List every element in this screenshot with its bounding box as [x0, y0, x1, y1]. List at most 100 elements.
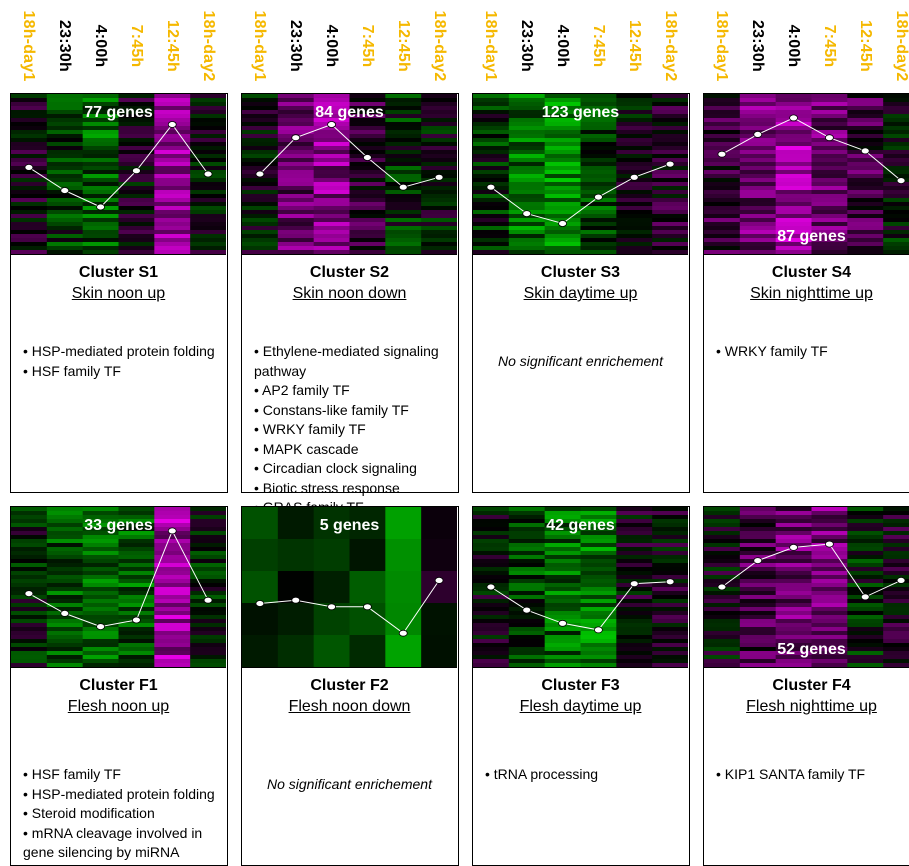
heatmap-cell: [811, 210, 848, 215]
heatmap-cell: [82, 535, 119, 540]
heatmap-cell: [11, 230, 48, 235]
heatmap-cell: [580, 98, 617, 103]
heatmap-cell: [421, 118, 457, 123]
cluster-panel-f1: 33 genes Cluster F1 Flesh noon up • HSF fam…: [10, 506, 228, 866]
heatmap-cell: [739, 523, 777, 528]
heatmap-cell: [580, 214, 617, 219]
heatmap-cell: [473, 122, 510, 127]
heatmap-cell: [616, 126, 653, 131]
heatmap-cell: [242, 194, 279, 199]
heatmap-cell: [544, 659, 581, 664]
profile-point: [594, 193, 603, 201]
heatmap-cell: [811, 607, 848, 612]
heatmap-cell: [154, 643, 191, 648]
heatmap-cell: [190, 166, 226, 171]
heatmap-cell: [652, 595, 688, 600]
panel-divider: [473, 667, 688, 668]
heatmap-cell: [508, 134, 546, 139]
cluster-title: Cluster S1: [78, 264, 159, 281]
heatmap-cell: [652, 202, 688, 207]
heatmap-cell: [544, 511, 581, 516]
profile-point: [558, 619, 567, 627]
heatmap-cell: [421, 190, 457, 195]
heatmap-cell: [118, 162, 155, 167]
heatmap-cell: [46, 162, 84, 167]
heatmap-cell: [616, 591, 653, 596]
heatmap-cell: [704, 599, 741, 604]
heatmap-cell: [190, 555, 226, 560]
heatmap-cell: [82, 98, 119, 103]
heatmap-cell: [544, 603, 581, 608]
heatmap-cell: [847, 627, 884, 632]
heatmap-cell: [46, 222, 84, 227]
mean-profile-line: [28, 529, 209, 628]
heatmap-cell: [739, 615, 777, 620]
heatmap-cell: [385, 635, 422, 667]
heatmap-cell: [811, 559, 848, 564]
heatmap-cell: [883, 114, 909, 119]
heatmap-cell: [190, 539, 226, 544]
heatmap-cell: [580, 655, 617, 660]
heatmap-cell: [704, 182, 741, 187]
heatmap-cell: [154, 551, 191, 556]
heatmap-cell: [508, 535, 546, 540]
heatmap-cell: [616, 651, 653, 656]
panel-divider: [242, 254, 457, 255]
heatmap-cell: [82, 94, 119, 99]
heatmap-cell: [704, 210, 741, 215]
heatmap-cell: [11, 599, 48, 604]
heatmap-cell: [652, 178, 688, 183]
heatmap-cell: [739, 162, 777, 167]
heatmap-cell: [508, 246, 546, 251]
heatmap-cell: [739, 102, 777, 107]
heatmap-cell: [544, 202, 581, 207]
enrichment-term: • KIP1 SANTA family TF: [716, 766, 866, 782]
heatmap-cell: [847, 655, 884, 660]
heatmap-cell: [811, 579, 848, 584]
heatmap-cell: [421, 142, 457, 147]
heatmap-cell: [46, 551, 84, 556]
heatmap-cell: [313, 206, 350, 211]
heatmap-cell: [46, 519, 84, 524]
heatmap-cell: [46, 130, 84, 135]
timepoint-label: 18h-day2: [662, 10, 679, 82]
heatmap-cell: [82, 150, 119, 155]
heatmap-cell: [616, 234, 653, 239]
heatmap-cell: [544, 523, 581, 528]
heatmap-cell: [82, 178, 119, 183]
heatmap-cell: [883, 126, 909, 131]
heatmap-cell: [652, 206, 688, 211]
heatmap-cell: [883, 162, 909, 167]
heatmap-cell: [154, 611, 191, 616]
heatmap-cell: [11, 627, 48, 632]
heatmap-cell: [652, 146, 688, 151]
heatmap-cell: [775, 206, 812, 211]
heatmap-cell: [349, 126, 386, 131]
heatmap-cell: [82, 222, 119, 227]
heatmap-cell: [46, 647, 84, 652]
heatmap-cell: [508, 218, 546, 223]
profile-point: [896, 577, 906, 584]
heatmap-cell: [580, 659, 617, 664]
heatmap-cell: [883, 575, 909, 580]
heatmap-cell: [82, 655, 119, 660]
heatmap-cell: [775, 146, 812, 151]
heatmap-cell: [847, 190, 884, 195]
heatmap-cell: [313, 571, 350, 604]
heatmap-cell: [616, 110, 653, 115]
heatmap-cell: [883, 150, 909, 155]
heatmap-cell: [883, 515, 909, 520]
heatmap-cell: [775, 178, 812, 183]
heatmap-cell: [616, 567, 653, 572]
heatmap-cell: [616, 643, 653, 648]
heatmap-cell: [118, 607, 155, 612]
heatmap-cell: [385, 134, 422, 139]
heatmap-cell: [739, 146, 777, 151]
panel-divider: [11, 254, 226, 255]
heatmap-cell: [11, 643, 48, 648]
heatmap-cell: [154, 579, 191, 584]
heatmap-cell: [11, 543, 48, 548]
heatmap-cell: [190, 631, 226, 636]
heatmap-cell: [580, 238, 617, 243]
heatmap-cell: [421, 206, 457, 211]
